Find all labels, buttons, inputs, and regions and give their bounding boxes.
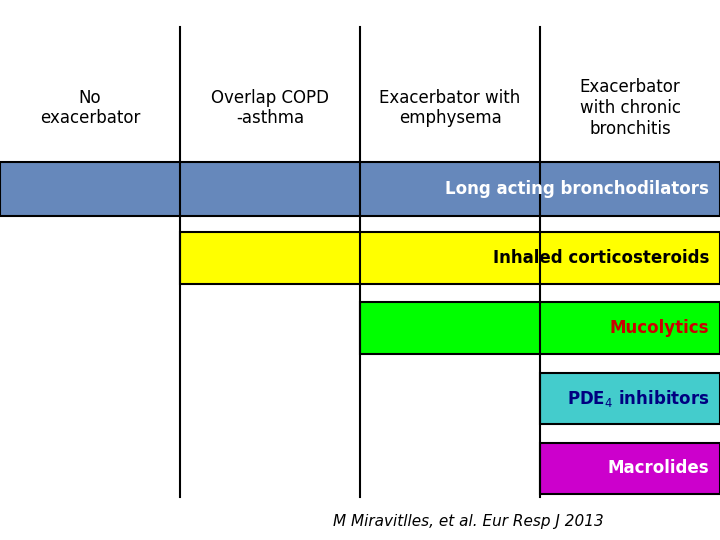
Text: Overlap COPD
-asthma: Overlap COPD -asthma (211, 89, 329, 127)
Bar (0, 162, 720, 216)
Bar (540, 373, 720, 424)
Text: PDE$_4$ inhibitors: PDE$_4$ inhibitors (567, 388, 709, 409)
Text: Mucolytics: Mucolytics (610, 319, 709, 337)
Text: Exacerbator with
emphysema: Exacerbator with emphysema (379, 89, 521, 127)
Text: No
exacerbator: No exacerbator (40, 89, 140, 127)
Bar (360, 302, 720, 354)
Text: Exacerbator
with chronic
bronchitis: Exacerbator with chronic bronchitis (580, 78, 680, 138)
Bar (540, 443, 720, 494)
Text: Long acting bronchodilators: Long acting bronchodilators (446, 180, 709, 198)
Text: M Miravitlles, et al. Eur Resp J 2013: M Miravitlles, et al. Eur Resp J 2013 (333, 514, 603, 529)
Text: Macrolides: Macrolides (608, 460, 709, 477)
Bar (180, 232, 720, 284)
Text: Inhaled corticosteroids: Inhaled corticosteroids (492, 249, 709, 267)
